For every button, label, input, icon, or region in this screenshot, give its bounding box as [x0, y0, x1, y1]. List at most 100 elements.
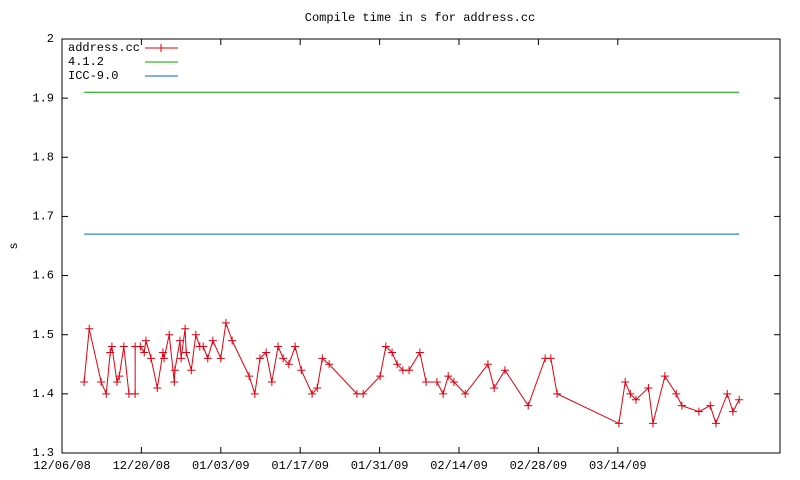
y-tick-label: 1.6	[32, 269, 54, 283]
data-point	[245, 372, 254, 381]
data-point	[500, 366, 509, 375]
data-point	[359, 389, 368, 398]
data-point	[644, 383, 653, 392]
series-line	[83, 322, 740, 425]
data-point	[483, 360, 492, 369]
data-point	[228, 336, 237, 345]
data-point	[136, 342, 145, 351]
y-tick-label: 1.8	[32, 150, 54, 164]
data-point	[313, 383, 322, 392]
data-point	[735, 395, 744, 404]
data-point	[221, 318, 230, 327]
data-point	[203, 354, 212, 363]
data-point	[432, 378, 441, 387]
plot-border	[61, 38, 781, 454]
data-point	[250, 389, 259, 398]
data-point	[393, 360, 402, 369]
data-point	[182, 348, 191, 357]
data-point	[728, 407, 737, 416]
x-tick-label: 01/03/09	[192, 459, 250, 473]
data-point	[524, 401, 533, 410]
data-point	[80, 378, 89, 387]
x-tick-label: 02/14/09	[430, 459, 488, 473]
data-point	[490, 383, 499, 392]
data-point	[723, 389, 732, 398]
data-point	[415, 348, 424, 357]
data-point	[439, 389, 448, 398]
data-point	[208, 336, 217, 345]
data-point	[648, 419, 657, 428]
data-point	[381, 342, 390, 351]
data-point	[422, 378, 431, 387]
data-point	[85, 324, 94, 333]
data-point	[170, 378, 179, 387]
data-point	[199, 342, 208, 351]
data-point	[262, 348, 271, 357]
data-point	[461, 389, 470, 398]
legend-marker	[157, 44, 165, 52]
data-point	[147, 354, 156, 363]
data-point	[291, 342, 300, 351]
data-point	[405, 366, 414, 375]
data-point	[119, 342, 128, 351]
data-point	[444, 372, 453, 381]
y-tick-label: 1.4	[32, 387, 54, 401]
data-point	[553, 389, 562, 398]
data-point	[694, 407, 703, 416]
y-tick-label: 1.5	[32, 328, 54, 342]
data-point	[388, 348, 397, 357]
y-axis-label: s	[7, 242, 21, 249]
data-point	[711, 419, 720, 428]
data-point	[160, 354, 169, 363]
data-point	[621, 378, 630, 387]
data-point	[546, 354, 555, 363]
data-point	[115, 372, 124, 381]
x-tick-label: 01/17/09	[271, 459, 329, 473]
data-point	[308, 389, 317, 398]
data-point	[165, 330, 174, 339]
data-point	[255, 354, 264, 363]
data-point	[97, 378, 106, 387]
legend-label: 4.1.2	[68, 55, 104, 69]
x-tick-label: 12/20/08	[113, 459, 171, 473]
data-point	[626, 389, 635, 398]
data-point	[325, 360, 334, 369]
data-point	[660, 372, 669, 381]
x-tick-label: 12/06/08	[33, 459, 91, 473]
data-point	[614, 419, 623, 428]
legend-label: ICC-9.0	[68, 69, 118, 83]
data-point	[279, 354, 288, 363]
data-point	[170, 366, 179, 375]
data-point	[706, 401, 715, 410]
data-point	[267, 378, 276, 387]
data-point	[216, 354, 225, 363]
data-point	[141, 336, 150, 345]
y-tick-label: 1.3	[32, 446, 54, 460]
chart-title: Compile time in s for address.cc	[305, 11, 535, 25]
data-point	[113, 378, 122, 387]
data-point	[153, 383, 162, 392]
data-point	[187, 366, 196, 375]
data-point	[631, 395, 640, 404]
data-point	[274, 342, 283, 351]
y-tick-label: 2	[47, 32, 54, 46]
legend-label: address.cc	[68, 41, 140, 55]
x-tick-label: 01/31/09	[351, 459, 409, 473]
data-point	[175, 336, 184, 345]
y-tick-label: 1.9	[32, 91, 54, 105]
data-point	[284, 360, 293, 369]
data-point	[191, 330, 200, 339]
data-point	[297, 366, 306, 375]
x-tick-label: 02/28/09	[510, 459, 568, 473]
data-point	[106, 348, 115, 357]
data-point	[318, 354, 327, 363]
data-point	[376, 372, 385, 381]
data-point	[140, 348, 149, 357]
x-tick-label: 03/14/09	[589, 459, 647, 473]
data-point	[177, 354, 186, 363]
data-point	[158, 348, 167, 357]
data-point	[677, 401, 686, 410]
data-point	[181, 324, 190, 333]
